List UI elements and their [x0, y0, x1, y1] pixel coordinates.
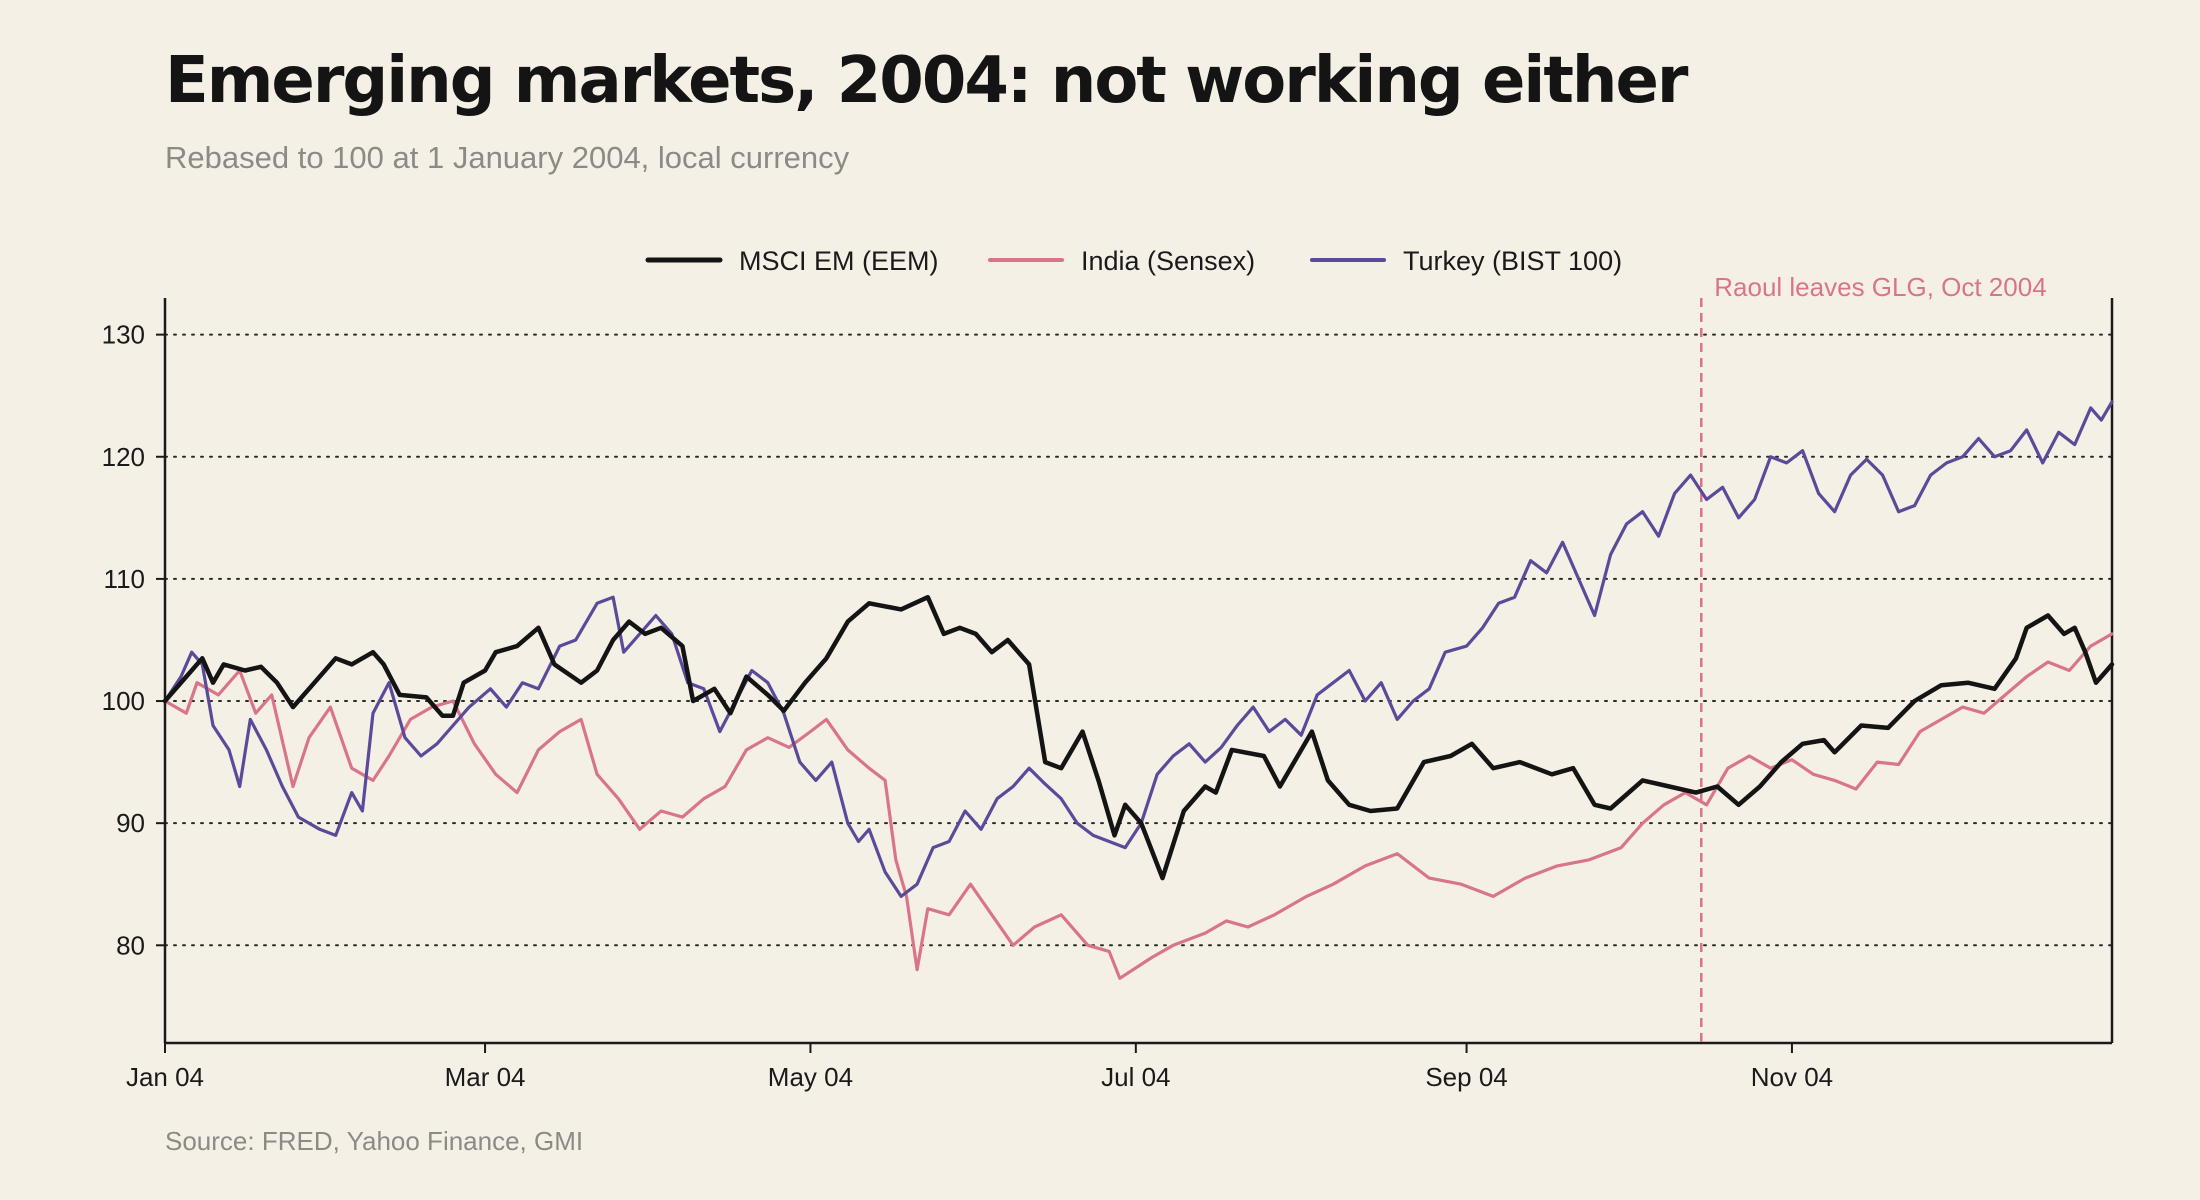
y-tick-label-90: 90 [116, 808, 145, 838]
series-line-1 [163, 632, 2114, 980]
y-tick-label-110: 110 [104, 564, 145, 594]
y-tick-label-100: 100 [102, 686, 145, 716]
axes: 80 90 100 110 120 130 Jan 04 Mar 04 May 04 Jul 04… [102, 298, 2114, 1092]
series-line-2 [163, 400, 2114, 898]
x-tick-label: Jan 04 [126, 1062, 204, 1092]
gridlines [164, 333, 2113, 947]
chart-title: Emerging markets, 2004: not working eith… [165, 44, 1688, 118]
source-note: Source: FRED, Yahoo Finance, GMI [165, 1126, 584, 1156]
x-tick-label: Jul 04 [1101, 1062, 1170, 1092]
legend-label-2: Turkey (BIST 100) [1403, 246, 1622, 276]
legend-label-1: India (Sensex) [1081, 246, 1255, 276]
series-line-0 [162, 594, 2115, 881]
y-tick-label-130: 130 [102, 320, 145, 350]
x-tick-label: Sep 04 [1425, 1062, 1507, 1092]
x-tick-label: Mar 04 [445, 1062, 526, 1092]
legend: MSCI EM (EEM) India (Sensex) Turkey (BIST … [645, 246, 1622, 276]
y-tick-label-120: 120 [102, 442, 145, 472]
x-tick-label: May 04 [768, 1062, 853, 1092]
chart-subtitle: Rebased to 100 at 1 January 2004, local … [165, 140, 850, 175]
series-lines [162, 400, 2115, 980]
annotation-label: Raoul leaves GLG, Oct 2004 [1714, 272, 2046, 302]
y-tick-label-80: 80 [116, 930, 145, 960]
x-tick-label: Nov 04 [1751, 1062, 1833, 1092]
annotation: Raoul leaves GLG, Oct 2004 [1700, 272, 2047, 1043]
legend-label-0: MSCI EM (EEM) [739, 246, 939, 276]
